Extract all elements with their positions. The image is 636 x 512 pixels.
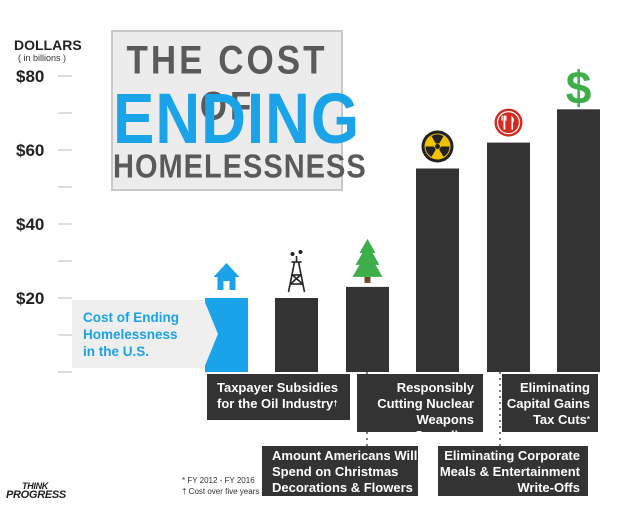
title-line-2: ENDING — [113, 79, 361, 160]
callout-line: Eliminating Corporate — [444, 448, 580, 463]
callout-nuclear: Responsibly Cutting Nuclear Weapons Spen… — [357, 374, 483, 443]
callout-line: Eliminating — [519, 380, 590, 395]
homelessness-cost-label: Cost of Ending Homelessness in the U.S. — [72, 300, 218, 368]
footnotes: * FY 2012 - FY 2016 † Cost over five yea… — [182, 475, 259, 497]
callout-line: Cutting Nuclear — [377, 396, 474, 411]
bar — [416, 168, 459, 372]
fork-knife-icon — [494, 108, 523, 137]
callout-line: Weapons Spending — [414, 412, 474, 443]
callout-line: Capital Gains — [506, 396, 590, 411]
nuclear-icon — [421, 130, 454, 163]
callout-line: for the Oil Industry — [217, 396, 334, 411]
callout-line: Taxpayer Subsidies — [217, 380, 339, 395]
y-axis-ticks: $20 $40 $60 $80 — [16, 67, 72, 373]
y-tick-label: $40 — [16, 215, 44, 234]
callout-corporate-meals: Eliminating Corporate Meals & Entertainm… — [438, 446, 588, 496]
logo-line-1: THINK — [22, 481, 48, 491]
y-tick-label: $80 — [16, 67, 44, 86]
dollar-sign-icon: $ — [566, 61, 592, 113]
callout-line: Decorations & Flowers — [272, 480, 413, 495]
logo-line-2: PROGRESS — [6, 489, 66, 501]
christmas-tree-icon — [352, 238, 383, 283]
y-tick-label: $20 — [16, 289, 44, 308]
callout-christmas: Amount Americans Will Spend on Christmas… — [262, 446, 418, 496]
house-icon — [213, 263, 240, 290]
bar — [275, 298, 318, 372]
footnote-five-years: † Cost over five years — [182, 487, 260, 496]
callout-line: Spend on Christmas — [272, 464, 399, 479]
title-line-3: HOMELESSNESS — [113, 148, 367, 186]
callout-line: Amount Americans Will — [272, 448, 418, 463]
cost-label-line-2: Homelessness — [83, 327, 178, 342]
callout-line: Write-Offs — [517, 480, 580, 495]
title-box: THE COST OF ENDING HOMELESSNESS — [111, 30, 367, 191]
callout-mark: * — [586, 415, 590, 424]
bar — [487, 142, 530, 372]
y-axis-subtitle: ( in billions ) — [18, 53, 66, 63]
callout-capital-gains: Eliminating Capital Gains Tax Cuts* — [502, 374, 598, 432]
title-line-1: THE COST OF — [126, 38, 328, 129]
callout-line: Responsibly — [396, 380, 474, 395]
callout-line: Meals & Entertainment — [439, 464, 580, 479]
thinkprogress-logo: THINK PROGRESS — [6, 481, 66, 501]
callout-line: Tax Cuts — [532, 412, 587, 427]
bar — [346, 286, 389, 372]
bar-icons: $ — [213, 61, 592, 293]
bar — [557, 109, 600, 373]
callout-mark: † — [333, 399, 338, 408]
oil-derrick-icon — [287, 250, 306, 293]
y-axis-title: DOLLARS — [14, 37, 82, 53]
callout-oil-subsidies: Taxpayer Subsidies for the Oil Industry† — [207, 374, 350, 420]
bars — [205, 109, 600, 373]
footnote-fy: * FY 2012 - FY 2016 — [182, 476, 255, 485]
cost-label-line-3: in the U.S. — [83, 344, 150, 359]
y-tick-label: $60 — [16, 141, 44, 160]
cost-label-line-1: Cost of Ending — [83, 310, 179, 325]
